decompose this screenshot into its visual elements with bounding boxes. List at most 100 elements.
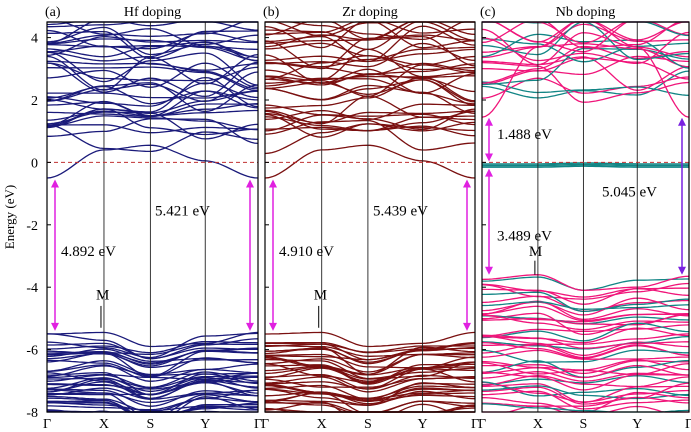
valence-band bbox=[46, 378, 259, 399]
conduction-band bbox=[46, 38, 259, 62]
panel-frame bbox=[264, 21, 476, 413]
panel-frame bbox=[46, 21, 259, 413]
valence-band bbox=[265, 343, 475, 353]
conduction-band bbox=[482, 56, 690, 91]
panel-tag: (a) bbox=[45, 5, 61, 20]
conduction-band bbox=[265, 79, 476, 106]
x-tick-label: S bbox=[580, 417, 588, 432]
conduction-band bbox=[46, 71, 259, 103]
x-tick-label: X bbox=[533, 417, 543, 432]
x-tick-label: Γ bbox=[471, 417, 479, 432]
valence-band bbox=[47, 349, 258, 367]
valence-band bbox=[482, 383, 689, 403]
valence-band bbox=[265, 388, 476, 402]
x-tick-label: Γ bbox=[478, 417, 486, 432]
panel-frame bbox=[481, 21, 690, 413]
valence-band bbox=[481, 322, 690, 342]
y-axis-label: Energy (eV) bbox=[2, 185, 17, 249]
valence-band bbox=[264, 367, 475, 382]
conduction-band bbox=[46, 90, 259, 117]
valence-band bbox=[482, 291, 689, 313]
valence-band bbox=[47, 371, 259, 388]
conduction-band bbox=[481, 81, 690, 96]
x-tick-label: Γ bbox=[254, 417, 262, 432]
valence-band bbox=[46, 360, 259, 376]
y-tick-label: -4 bbox=[26, 281, 38, 296]
x-tick-label: Y bbox=[200, 417, 210, 432]
x-tick-label: S bbox=[146, 417, 154, 432]
valence-band bbox=[481, 371, 689, 382]
panel-tag: (b) bbox=[263, 5, 280, 20]
valence-band bbox=[265, 363, 475, 384]
conduction-band bbox=[481, 21, 689, 49]
gap-label: 1.488 eV bbox=[497, 127, 552, 143]
conduction-band bbox=[265, 21, 476, 44]
panel-b: (b) Zr doping Γ X S Y Γ 4.910 eV 5.439 eV M bbox=[261, 5, 479, 432]
y-tick-label: -8 bbox=[26, 406, 38, 421]
valence-band bbox=[481, 364, 690, 379]
valence-band bbox=[47, 373, 258, 380]
gap-label: 3.489 eV bbox=[497, 228, 552, 244]
conduction-band bbox=[265, 21, 475, 41]
conduction-band bbox=[264, 63, 476, 86]
x-tick-label: Y bbox=[417, 417, 427, 432]
conduction-band bbox=[481, 61, 690, 103]
gap-label: 5.439 eV bbox=[373, 203, 428, 219]
valence-band-top bbox=[481, 274, 690, 291]
impurity-band bbox=[482, 163, 689, 167]
x-tick-label: S bbox=[364, 417, 372, 432]
conduction-band bbox=[265, 64, 476, 97]
valence-band bbox=[481, 385, 690, 400]
valence-band bbox=[47, 342, 258, 359]
conduction-band bbox=[481, 33, 690, 69]
x-tick-label: X bbox=[317, 417, 327, 432]
valence-band bbox=[47, 340, 259, 354]
conduction-band bbox=[47, 118, 259, 145]
valence-band bbox=[481, 324, 690, 337]
m-label: M bbox=[314, 288, 327, 304]
valence-band bbox=[481, 334, 689, 349]
conduction-band bbox=[46, 28, 259, 58]
conduction-band bbox=[46, 90, 259, 125]
valence-band bbox=[482, 301, 690, 310]
x-tick-label: Γ bbox=[685, 417, 691, 432]
panel-title: Zr doping bbox=[342, 5, 398, 20]
conduction-band bbox=[46, 51, 259, 86]
x-tick-label: X bbox=[99, 417, 109, 432]
panel-c: (c) Nb doping Γ X S Y Γ 1.488 eV 3.489 eV 5.045 e… bbox=[478, 5, 691, 432]
conduction-band bbox=[264, 54, 476, 84]
conduction-band bbox=[264, 103, 475, 121]
conduction-band bbox=[265, 75, 475, 109]
gap-label: 5.045 eV bbox=[602, 185, 657, 201]
y-tick-label: 2 bbox=[31, 94, 38, 109]
valence-band bbox=[481, 300, 690, 320]
gap-label: 5.421 eV bbox=[155, 203, 210, 219]
valence-band bbox=[481, 381, 690, 397]
conduction-band bbox=[264, 73, 476, 94]
conduction-band bbox=[47, 21, 258, 37]
panel-tag: (c) bbox=[480, 5, 496, 20]
gap-label: 4.892 eV bbox=[61, 244, 116, 260]
y-tick-label: 4 bbox=[31, 32, 38, 47]
conduction-band bbox=[481, 28, 690, 66]
conduction-band bbox=[46, 62, 259, 82]
m-label: M bbox=[529, 244, 542, 260]
valence-band bbox=[265, 368, 476, 390]
conduction-band bbox=[46, 36, 258, 56]
conduction-band bbox=[264, 46, 475, 68]
y-tick-label: -2 bbox=[26, 219, 38, 234]
conduction-band bbox=[264, 119, 476, 151]
valence-band bbox=[482, 375, 690, 386]
valence-band bbox=[481, 390, 689, 410]
valence-band bbox=[265, 342, 475, 361]
x-tick-label: Γ bbox=[261, 417, 269, 432]
valence-band bbox=[265, 390, 476, 406]
conduction-band bbox=[46, 45, 259, 71]
conduction-band bbox=[46, 43, 259, 51]
conduction-band bbox=[46, 115, 259, 131]
valence-band bbox=[264, 388, 475, 404]
impurity-band bbox=[482, 165, 689, 168]
conduction-band bbox=[46, 30, 258, 62]
valence-band bbox=[482, 349, 690, 360]
valence-band bbox=[264, 361, 476, 385]
